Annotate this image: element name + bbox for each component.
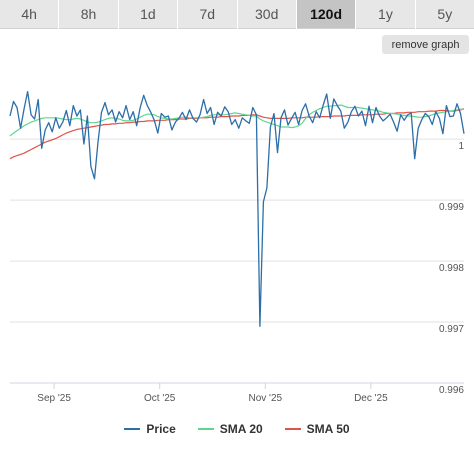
tab-4h[interactable]: 4h xyxy=(0,0,59,29)
timeframe-tabs: 4h 8h 1d 7d 30d 120d 1y 5y xyxy=(0,0,474,30)
y-tick-label: 0.997 xyxy=(439,324,464,335)
tab-7d[interactable]: 7d xyxy=(178,0,237,29)
tab-120d[interactable]: 120d xyxy=(296,0,356,29)
legend-label-sma20: SMA 20 xyxy=(219,422,263,436)
legend-item-sma50[interactable]: SMA 50 xyxy=(284,422,350,436)
legend-swatch-sma50 xyxy=(284,428,301,430)
tab-8h[interactable]: 8h xyxy=(59,0,118,29)
legend-item-sma20[interactable]: SMA 20 xyxy=(197,422,263,436)
legend-swatch-sma20 xyxy=(197,428,214,430)
x-tick-label: Dec '25 xyxy=(354,393,388,404)
price-series-line xyxy=(9,90,465,327)
y-tick-label: 0.998 xyxy=(439,263,464,274)
chart-legend: Price SMA 20 SMA 50 xyxy=(0,418,474,440)
y-tick-label: 0.999 xyxy=(439,202,464,213)
legend-label-price: Price xyxy=(146,422,176,436)
remove-graph-button[interactable]: remove graph xyxy=(382,35,469,54)
sma20-series-line xyxy=(9,104,464,137)
legend-swatch-price xyxy=(124,428,141,430)
tab-30d[interactable]: 30d xyxy=(237,0,296,29)
sma50-series-line xyxy=(9,108,465,160)
legend-item-price[interactable]: Price xyxy=(124,422,176,436)
legend-label-sma50: SMA 50 xyxy=(306,422,350,436)
x-tick-label: Nov '25 xyxy=(248,393,282,404)
y-tick-label: 0.996 xyxy=(439,385,464,396)
tab-1d[interactable]: 1d xyxy=(118,0,178,29)
x-tick-label: Sep '25 xyxy=(37,393,71,404)
price-chart: 1 0.999 0.998 0.997 0.996 Sep '25 Oct '25 Nov '… xyxy=(9,90,465,404)
tab-5y[interactable]: 5y xyxy=(415,0,474,29)
x-tick-label: Oct '25 xyxy=(144,393,176,404)
tab-1y[interactable]: 1y xyxy=(356,0,415,29)
y-tick-label: 1 xyxy=(458,141,464,152)
